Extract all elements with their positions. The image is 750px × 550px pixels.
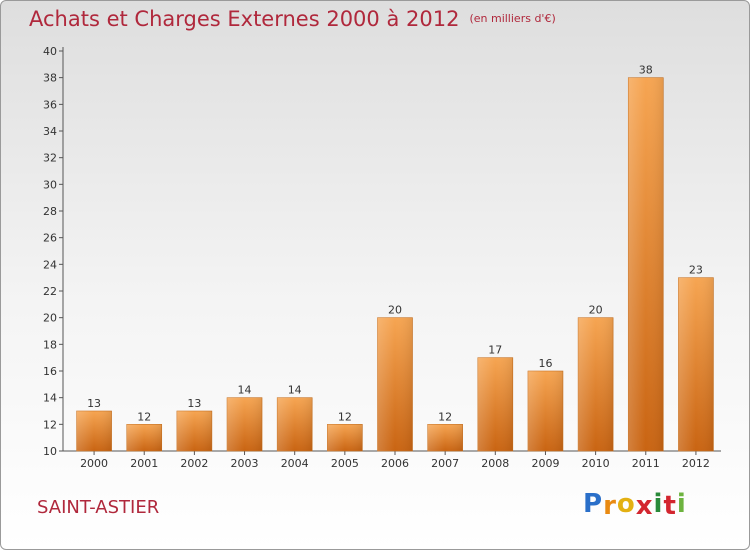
bar-shade [76,411,112,451]
bar-value-label: 38 [639,64,653,77]
bar-value-label: 14 [288,384,302,397]
bar-value-label: 13 [187,397,201,410]
bar-shade [377,317,413,451]
x-tick-label: 2006 [381,457,409,470]
city-name: SAINT-ASTIER [37,497,160,518]
bar-shade [678,277,714,451]
bar-shade [527,371,563,451]
y-tick-label: 28 [43,205,57,218]
logo-letter: x [635,491,654,521]
y-tick-label: 34 [43,125,57,138]
x-tick-label: 2010 [582,457,610,470]
bar-value-label: 17 [488,344,502,357]
bar-value-label: 14 [238,384,252,397]
x-tick-label: 2003 [231,457,259,470]
bar-value-label: 12 [438,410,452,423]
x-tick-label: 2000 [80,457,108,470]
bar-shade [126,424,162,451]
x-tick-label: 2008 [481,457,509,470]
logo-letter: i [676,489,687,519]
chart-title: Achats et Charges Externes 2000 à 2012 (e… [29,7,556,31]
bar-shade [427,424,463,451]
bar-shade [227,397,263,451]
logo-letter: i [653,489,664,519]
y-tick-label: 22 [43,285,57,298]
y-tick-label: 30 [43,178,57,191]
chart-title-text: Achats et Charges Externes 2000 à 2012 [29,7,460,31]
bar-shade [327,424,363,451]
y-tick-label: 36 [43,98,57,111]
bar-value-label: 12 [137,410,151,423]
y-tick-label: 24 [43,258,57,271]
bar-shade [176,411,212,451]
y-tick-label: 18 [43,338,57,351]
y-tick-label: 40 [43,45,57,58]
bar-value-label: 13 [87,397,101,410]
chart-bars [76,77,714,452]
x-tick-label: 2002 [180,457,208,470]
y-tick-label: 26 [43,232,57,245]
bar-shade [477,357,513,451]
chart-unit: (en milliers d'€) [469,12,556,25]
proxiti-logo[interactable]: Proxiti [583,489,687,521]
x-tick-label: 2005 [331,457,359,470]
bar-value-label: 20 [388,304,402,317]
logo-letter: P [583,489,604,519]
bar-shade [277,397,313,451]
y-tick-label: 16 [43,365,57,378]
x-tick-label: 2009 [531,457,559,470]
y-tick-label: 12 [43,418,57,431]
chart-labels: 13 2000 12 2001 13 2002 14 2003 14 2004 12 2005 20 20… [80,64,710,470]
logo-letter: o [616,489,636,519]
y-tick-label: 20 [43,312,57,325]
bar-value-label: 16 [538,357,552,370]
x-tick-label: 2007 [431,457,459,470]
x-tick-label: 2011 [632,457,660,470]
y-tick-label: 10 [43,445,57,458]
bar-value-label: 12 [338,410,352,423]
x-tick-label: 2001 [130,457,158,470]
bar-value-label: 23 [689,264,703,277]
y-tick-label: 38 [43,72,57,85]
bar-value-label: 20 [589,304,603,317]
bar-shade [628,77,664,452]
logo-letter: r [603,491,617,521]
x-tick-label: 2004 [281,457,309,470]
logo-letter: t [663,491,677,521]
y-tick-label: 32 [43,152,57,165]
y-tick-label: 14 [43,392,57,405]
bar-shade [578,317,614,451]
chart-axes: 10 12 14 16 18 20 22 24 26 28 30 32 34 36 38 40 [43,45,721,458]
x-tick-label: 2012 [682,457,710,470]
